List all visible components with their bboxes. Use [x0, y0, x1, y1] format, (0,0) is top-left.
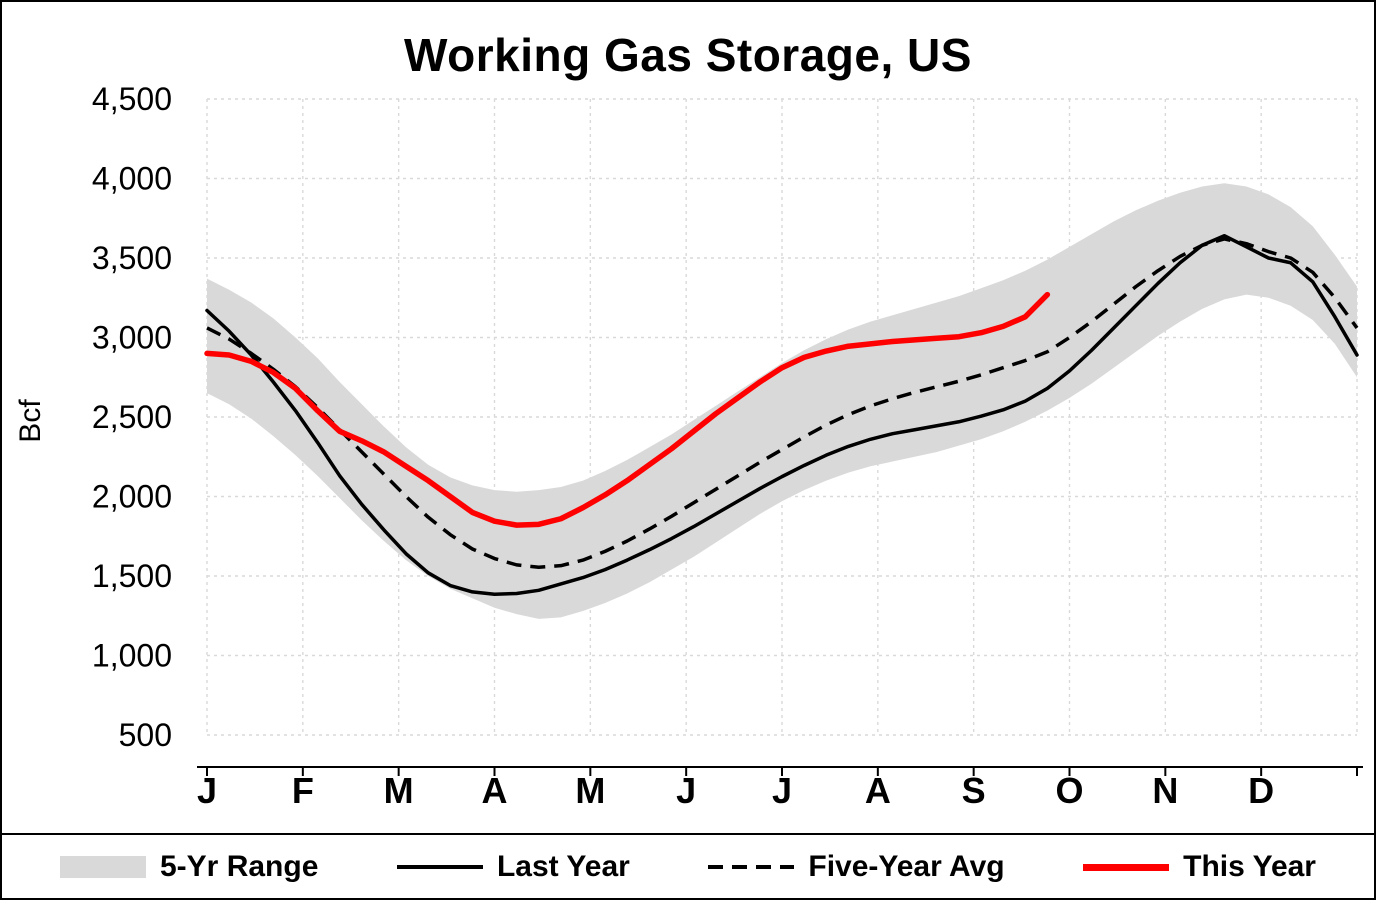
x-tick-label: M — [575, 770, 605, 811]
x-tick-label: N — [1152, 770, 1178, 811]
last-year-swatch — [396, 865, 483, 869]
line-five-year-avg — [206, 237, 1359, 570]
y-tick-label: 3,000 — [92, 320, 172, 356]
legend-separator-line — [2, 833, 1374, 835]
storage-chart: 4,500 4,000 3,500 3,000 2,500 2,000 1,500 1,000… — [92, 81, 1363, 811]
x-tick-label: A — [482, 770, 508, 811]
legend-label-5yr-range: 5-Yr Range — [160, 850, 319, 883]
this-year-swatch — [1083, 863, 1170, 871]
legend-item-this-year: This Year — [1083, 850, 1316, 884]
y-tick-label: 2,000 — [92, 479, 172, 515]
legend-item-five-year-avg: Five-Year Avg — [708, 850, 1005, 884]
y-tick-label: 3,500 — [92, 240, 172, 276]
x-tick-label: J — [676, 770, 696, 811]
x-tick-label: F — [292, 770, 314, 811]
y-tick-label: 2,500 — [92, 399, 172, 435]
x-tick-label: A — [865, 770, 891, 811]
legend-label-this-year: This Year — [1183, 850, 1316, 883]
five-year-avg-swatch — [708, 865, 795, 869]
x-tick-label: O — [1055, 770, 1083, 811]
y-tick-label: 1,000 — [92, 638, 172, 674]
y-tick-label: 1,500 — [92, 558, 172, 594]
y-tick-label: 500 — [119, 717, 172, 753]
five-year-range-band — [207, 183, 1357, 619]
legend: 5-Yr Range Last Year Five-Year Avg This … — [2, 840, 1374, 894]
chart-title: Working Gas Storage, US — [404, 29, 972, 81]
x-tick-label: D — [1248, 770, 1274, 811]
legend-label-five-year-avg: Five-Year Avg — [808, 850, 1005, 883]
x-tick-label: S — [962, 770, 986, 811]
legend-item-last-year: Last Year — [396, 850, 630, 884]
line-this-year — [204, 291, 1051, 528]
five-year-range-swatch — [60, 856, 146, 878]
y-tick-label: 4,000 — [92, 161, 172, 197]
x-tick-label: J — [772, 770, 792, 811]
y-tick-label: 4,500 — [92, 81, 172, 117]
line-last-year — [205, 233, 1359, 597]
legend-label-last-year: Last Year — [496, 850, 630, 883]
x-tick-label: J — [197, 770, 217, 811]
x-tick-label: M — [384, 770, 414, 811]
legend-item-5yr-range: 5-Yr Range — [60, 850, 318, 884]
